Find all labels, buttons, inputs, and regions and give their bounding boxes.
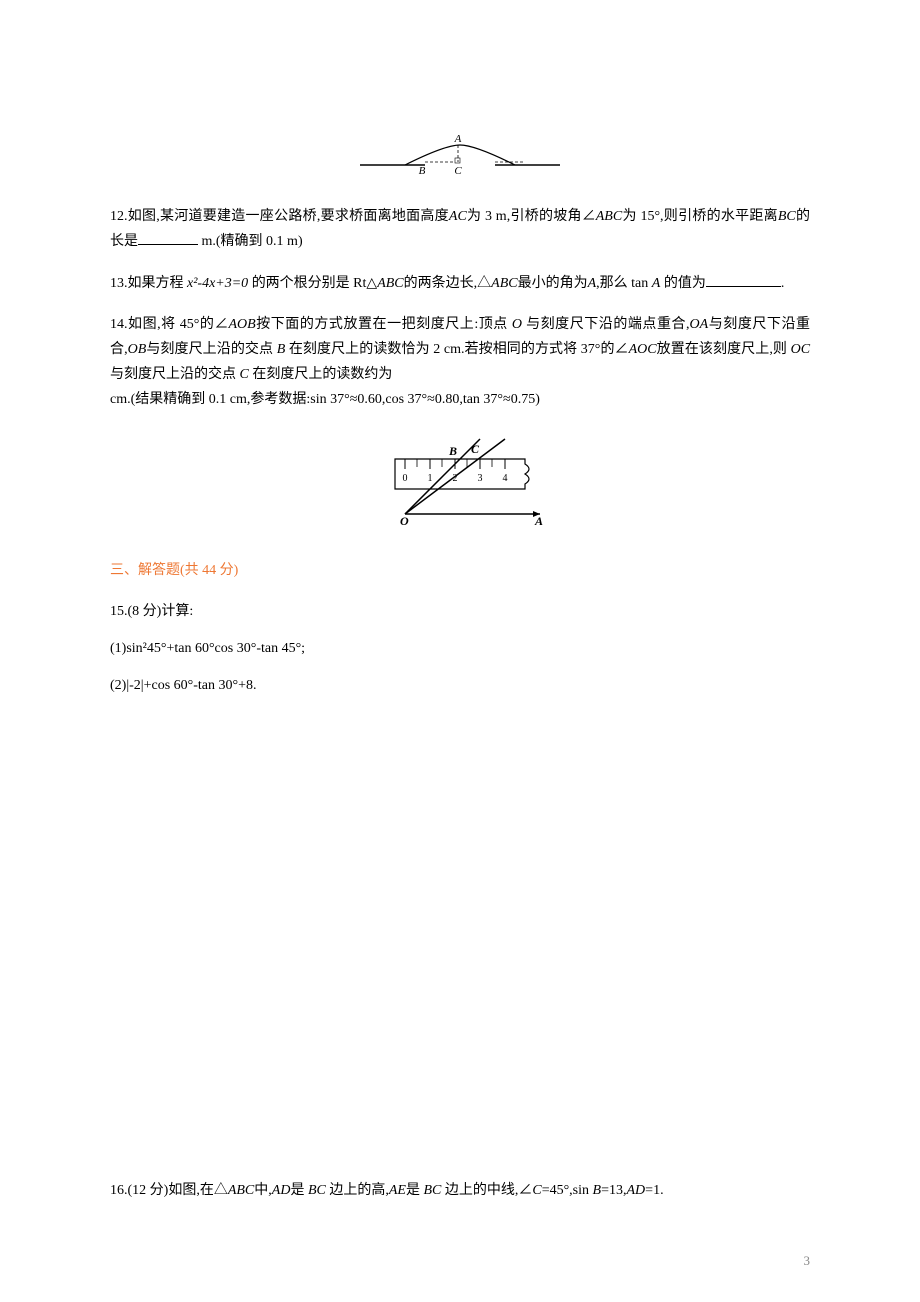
svg-text:3: 3: [478, 473, 483, 484]
q13-text6: 的值为: [660, 276, 706, 291]
q14-text8: 与刻度尺上沿的交点: [110, 367, 236, 382]
svg-text:A: A: [534, 514, 543, 528]
q16-var-abc: ABC: [228, 1183, 254, 1198]
q14-var-aob: AOB: [228, 317, 255, 332]
q12-text2: 为 3 m,引桥的坡角∠: [467, 209, 596, 224]
q13-text1: 13.如果方程: [110, 276, 184, 291]
q14-var-ob: OB: [128, 342, 147, 357]
q12-text5: m.(精确到 0.1 m): [198, 234, 303, 249]
q12-text3: 为 15°,则引桥的水平距离: [622, 209, 778, 224]
q16-var-b: B: [593, 1183, 602, 1198]
q13-text4: 最小的角为: [518, 276, 588, 291]
q12-blank: [138, 231, 198, 245]
svg-text:C: C: [471, 442, 480, 456]
q12-var-ac: AC: [449, 209, 467, 224]
q16-var-c: C: [532, 1183, 541, 1198]
q14-var-c: C: [236, 367, 252, 382]
q16-text6: 边上的中线,∠: [445, 1183, 533, 1198]
svg-text:C: C: [454, 165, 462, 175]
svg-text:1: 1: [428, 473, 433, 484]
q14-var-oc: OC: [787, 342, 810, 357]
q13-text2: 的两个根分别是 Rt△: [252, 276, 378, 291]
q14-text6: 在刻度尺上的读数恰为 2 cm.若按相同的方式将 37°的∠: [289, 342, 629, 357]
page-number: 3: [804, 1249, 811, 1272]
q16-var-ae: AE: [389, 1183, 406, 1198]
q16-text5: 是: [406, 1183, 420, 1198]
q15-part2: (2)|-2|+cos 60°-tan 30°+8.: [110, 673, 810, 698]
q16-text1: 16.(12 分)如图,在△: [110, 1183, 228, 1198]
q16-text2: 中,: [254, 1183, 272, 1198]
question-13: 13.如果方程 x²-4x+3=0 的两个根分别是 Rt△ABC的两条边长,△A…: [110, 271, 810, 296]
svg-text:B: B: [419, 165, 426, 175]
svg-text:A: A: [454, 133, 462, 145]
figure-ruler: 0 1 2 3 4 O A B C: [110, 429, 810, 538]
q14-var-o: O: [508, 317, 526, 332]
q13-text5: ,那么 tan: [596, 276, 652, 291]
q13-text7: .: [781, 276, 785, 291]
q16-text4: 边上的高,: [329, 1183, 389, 1198]
q13-blank: [706, 273, 781, 287]
q13-var-a: A: [588, 276, 597, 291]
q16-var-bc2: BC: [420, 1183, 445, 1198]
svg-text:B: B: [448, 444, 457, 458]
q15-header: 15.(8 分)计算:: [110, 599, 810, 624]
q12-text: 12.如图,某河道要建造一座公路桥,要求桥面离地面高度: [110, 209, 449, 224]
q16-text9: =1.: [645, 1183, 663, 1198]
q12-var-bc: BC: [778, 209, 796, 224]
svg-text:0: 0: [403, 473, 408, 484]
q15-part1: (1)sin²45°+tan 60°cos 30°-tan 45°;: [110, 636, 810, 661]
q12-var-abc: ABC: [596, 209, 622, 224]
q14-text3: 与刻度尺下沿的端点重合,: [526, 317, 689, 332]
question-15: 15.(8 分)计算: (1)sin²45°+tan 60°cos 30°-ta…: [110, 599, 810, 699]
q13-eq: x²-4x+3=0: [184, 276, 252, 291]
q14-var-aoc: AOC: [629, 342, 657, 357]
q13-var-abc2: ABC: [491, 276, 517, 291]
question-12: 12.如图,某河道要建造一座公路桥,要求桥面离地面高度AC为 3 m,引桥的坡角…: [110, 204, 810, 254]
q16-var-ad: AD: [272, 1183, 291, 1198]
question-14: 14.如图,将 45°的∠AOB按下面的方式放置在一把刻度尺上:顶点 O 与刻度…: [110, 312, 810, 413]
q16-var-ad2: AD: [627, 1183, 646, 1198]
q14-text2: 按下面的方式放置在一把刻度尺上:顶点: [256, 317, 508, 332]
q13-var-abc: ABC: [377, 276, 403, 291]
svg-text:O: O: [400, 514, 409, 528]
q16-text7: =45°,sin: [542, 1183, 593, 1198]
q16-var-bc: BC: [304, 1183, 329, 1198]
section-3-title: 三、解答题(共 44 分): [110, 558, 810, 583]
q16-text8: =13,: [601, 1183, 626, 1198]
q13-text3: 的两条边长,△: [404, 276, 492, 291]
q14-text1: 14.如图,将 45°的∠: [110, 317, 228, 332]
q14-text9: 在刻度尺上的读数约为: [252, 367, 392, 382]
q16-text3: 是: [290, 1183, 304, 1198]
q14-text5: 与刻度尺上沿的交点: [146, 342, 273, 357]
svg-text:4: 4: [503, 473, 508, 484]
q14-text7: 放置在该刻度尺上,则: [657, 342, 787, 357]
figure-bridge: A B C: [110, 130, 810, 184]
q14-text10: cm.(结果精确到 0.1 cm,参考数据:sin 37°≈0.60,cos 3…: [110, 392, 540, 407]
question-16: 16.(12 分)如图,在△ABC中,AD是 BC 边上的高,AE是 BC 边上…: [110, 1178, 810, 1203]
q14-var-b: B: [273, 342, 289, 357]
q14-var-oa: OA: [690, 317, 709, 332]
